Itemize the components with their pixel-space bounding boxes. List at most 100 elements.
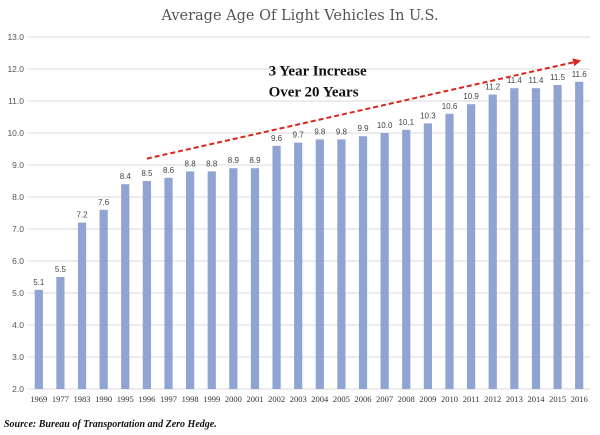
x-tick-label: 1998: [182, 394, 199, 404]
bar: [121, 184, 130, 389]
data-label: 8.4: [120, 172, 132, 181]
y-tick-label: 10.0: [7, 128, 24, 138]
data-label: 10.1: [398, 118, 414, 127]
bar: [99, 209, 108, 389]
data-label: 11.6: [572, 70, 588, 79]
data-label: 7.2: [76, 211, 88, 220]
source-note: Source: Bureau of Transportation and Zer…: [4, 419, 217, 430]
y-tick-label: 6.0: [12, 256, 24, 266]
bars: [34, 81, 584, 390]
x-tick-label: 2013: [506, 394, 523, 404]
data-label: 5.5: [55, 265, 67, 274]
bar: [380, 133, 389, 389]
data-label: 9.8: [336, 127, 348, 136]
bar: [315, 139, 324, 389]
x-tick-label: 2003: [290, 394, 307, 404]
bar: [358, 136, 368, 389]
trend-arrow: [146, 58, 582, 160]
x-tick-label: 2000: [225, 394, 242, 404]
y-tick-label: 9.0: [12, 160, 24, 170]
y-tick-label: 2.0: [12, 384, 24, 394]
x-tick-label: 1990: [95, 394, 112, 404]
x-tick-label: 1999: [203, 394, 220, 404]
data-label: 8.9: [249, 156, 261, 165]
data-label: 10.3: [420, 111, 436, 120]
x-tick-label: 2001: [246, 394, 263, 404]
x-tick-label: 2004: [311, 394, 329, 404]
data-label: 11.4: [507, 76, 523, 85]
bar: [531, 88, 541, 389]
data-label: 11.4: [528, 76, 544, 85]
data-label: 11.5: [550, 73, 566, 82]
data-label: 9.8: [314, 127, 326, 136]
bar: [423, 123, 432, 390]
data-label: 8.6: [163, 166, 175, 175]
x-tick-label: 2006: [355, 394, 372, 404]
x-tick-label: 2007: [376, 394, 393, 404]
data-labels: 5.1 5.5 7.2 7.6 8.4 8.5 8.6 8.8 8.8 8.9 8.9 9.6 9.7 9…: [33, 70, 587, 287]
bar: [488, 94, 497, 389]
x-tick-label: 2002: [268, 394, 285, 404]
y-tick-label: 4.0: [12, 320, 24, 330]
y-axis-ticks: 2.0 3.0 4.0 5.0 6.0 7.0 8.0 9.0 10.0 11.0 12.0 13.0: [7, 32, 24, 394]
bar: [272, 145, 281, 389]
data-label: 5.1: [33, 278, 45, 287]
x-tick-label: 1983: [74, 394, 91, 404]
bar: [445, 113, 454, 390]
data-label: 9.9: [357, 124, 369, 133]
x-tick-label: 2009: [419, 394, 436, 404]
y-tick-label: 8.0: [12, 192, 24, 202]
x-tick-label: 2014: [527, 394, 545, 404]
data-label: 9.6: [271, 134, 283, 143]
bar: [56, 277, 65, 389]
bar: [229, 168, 238, 389]
y-tick-label: 5.0: [12, 288, 24, 298]
bar: [34, 289, 43, 389]
bar: [294, 142, 303, 389]
x-tick-label: 2008: [398, 394, 415, 404]
x-tick-label: 2015: [549, 394, 566, 404]
x-tick-label: 1996: [138, 394, 155, 404]
x-tick-label: 1977: [52, 394, 69, 404]
data-label: 8.9: [228, 156, 240, 165]
annotation-line-1: 3 Year Increase: [269, 63, 367, 79]
data-label: 10.0: [377, 121, 393, 130]
data-label: 10.9: [463, 92, 479, 101]
data-label: 11.2: [485, 83, 501, 92]
data-label: 7.6: [98, 198, 110, 207]
bar: [402, 129, 411, 390]
y-tick-label: 12.0: [7, 64, 24, 74]
annotation-line-2: Over 20 Years: [269, 84, 359, 100]
x-tick-label: 2010: [441, 394, 458, 404]
x-tick-label: 2016: [571, 394, 588, 404]
chart-title: Average Age Of Light Vehicles In U.S.: [160, 8, 438, 24]
bar: [77, 222, 87, 389]
bar: [575, 81, 584, 390]
y-tick-label: 3.0: [12, 352, 24, 362]
x-tick-label: 1995: [117, 394, 134, 404]
y-tick-label: 7.0: [12, 224, 24, 234]
bar: [467, 104, 476, 389]
data-label: 8.5: [141, 169, 153, 178]
x-tick-label: 1997: [160, 394, 177, 404]
bar: [250, 168, 260, 389]
bar: [553, 85, 562, 389]
annotation: 3 Year Increase Over 20 Years: [146, 58, 582, 160]
bar: [207, 171, 216, 389]
x-tick-label: 2005: [333, 394, 350, 404]
y-tick-label: 11.0: [8, 96, 24, 106]
x-tick-label: 2012: [484, 394, 501, 404]
y-tick-label: 13.0: [7, 32, 24, 42]
bar: [164, 177, 173, 389]
x-tick-label: 1969: [30, 394, 47, 404]
bar: [510, 88, 519, 389]
data-label: 8.8: [185, 159, 197, 168]
bar: [142, 181, 151, 389]
bar: [186, 171, 195, 389]
x-tick-label: 2011: [463, 394, 480, 404]
x-axis-ticks: 1969 1977 1983 1990 1995 1996 1997 1998 1999 2000…: [30, 394, 587, 404]
bar: [337, 139, 346, 389]
data-label: 10.6: [442, 102, 458, 111]
